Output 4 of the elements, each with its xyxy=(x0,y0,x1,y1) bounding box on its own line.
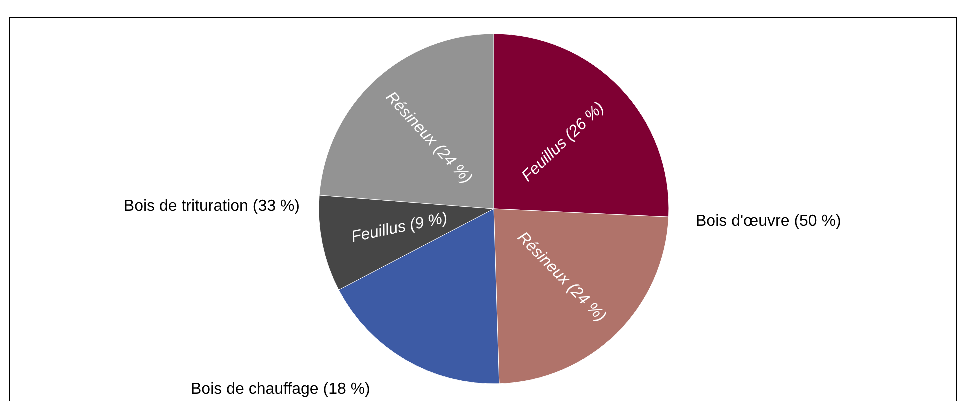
slice-label: Feuillus (9 %) xyxy=(350,210,450,246)
text: Bois de chauffage (18 %) xyxy=(191,381,370,398)
text: Bois d'œuvre (50 %) xyxy=(696,213,842,230)
text: Bois de trituration (33 %) xyxy=(124,198,300,216)
